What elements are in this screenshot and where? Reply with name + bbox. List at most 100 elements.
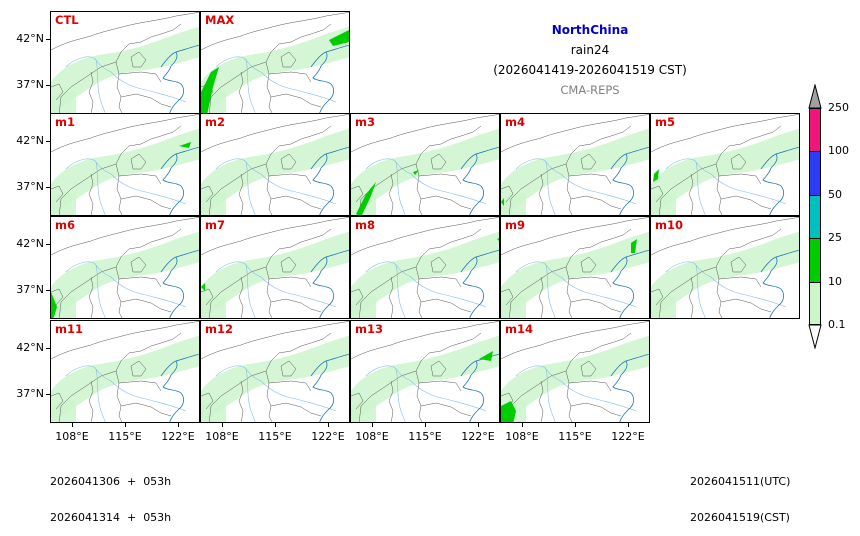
valid-line-utc: 2026041511(UTC)	[690, 475, 791, 488]
x-tick-mark	[72, 423, 73, 427]
y-tick-label: 42°N	[16, 32, 44, 45]
colorbar-segment	[809, 238, 821, 282]
panel-label: m11	[55, 322, 83, 336]
colorbar-over-arrow	[808, 84, 822, 109]
variable-title: rain24	[570, 43, 610, 57]
panel-label: CTL	[55, 13, 79, 27]
colorbar-level-label: 50	[828, 187, 842, 201]
map-basemap	[201, 12, 349, 113]
x-tick-label: 122°E	[611, 430, 645, 443]
y-tick-mark	[46, 348, 50, 349]
x-tick-label: 108°E	[505, 430, 539, 443]
map-panel-m3: m3	[350, 113, 500, 216]
y-tick-label: 37°N	[16, 180, 44, 193]
y-tick-mark	[46, 39, 50, 40]
panel-label: m4	[505, 115, 525, 129]
map-panel-m8: m8	[350, 216, 500, 319]
map-basemap	[51, 321, 199, 422]
y-tick-mark	[46, 85, 50, 86]
x-tick-label: 122°E	[161, 430, 195, 443]
x-tick-mark	[275, 423, 276, 427]
y-tick-mark	[46, 394, 50, 395]
panel-label: m8	[355, 218, 375, 232]
map-basemap	[351, 217, 499, 318]
panel-label: m13	[355, 322, 383, 336]
panel-label: m6	[55, 218, 75, 232]
panel-label: m5	[655, 115, 675, 129]
x-tick-label: 115°E	[258, 430, 292, 443]
panel-label: m14	[505, 322, 533, 336]
map-panel-max: MAX	[200, 11, 350, 114]
map-panel-ctl: CTL	[50, 11, 200, 114]
period-title: (2026041419-2026041519 CST)	[493, 63, 687, 77]
map-basemap	[201, 114, 349, 215]
colorbar-segment	[809, 194, 821, 239]
map-panel-m12: m12	[200, 320, 350, 423]
init-line-2: 2026041314 + 053h	[50, 511, 172, 524]
panel-label: MAX	[205, 13, 235, 27]
x-tick-mark	[425, 423, 426, 427]
panel-label: m1	[55, 115, 75, 129]
colorbar-level-label: 0.1	[828, 318, 846, 331]
x-tick-label: 108°E	[55, 430, 89, 443]
x-tick-mark	[522, 423, 523, 427]
x-tick-mark	[328, 423, 329, 427]
colorbar-segment	[809, 108, 821, 152]
y-tick-mark	[46, 187, 50, 188]
x-tick-mark	[178, 423, 179, 427]
valid-line-cst: 2026041519(CST)	[690, 511, 790, 524]
map-basemap	[501, 217, 649, 318]
map-basemap	[651, 114, 799, 215]
x-tick-label: 122°E	[311, 430, 345, 443]
region-title: NorthChina	[551, 23, 629, 37]
colorbar-segment	[809, 281, 821, 325]
map-panel-m13: m13	[350, 320, 500, 423]
map-basemap	[351, 114, 499, 215]
x-tick-label: 115°E	[558, 430, 592, 443]
map-panel-m2: m2	[200, 113, 350, 216]
x-tick-label: 122°E	[461, 430, 495, 443]
y-tick-label: 37°N	[16, 387, 44, 400]
x-tick-mark	[575, 423, 576, 427]
x-tick-mark	[222, 423, 223, 427]
panel-label: m7	[205, 218, 225, 232]
map-basemap	[501, 114, 649, 215]
panel-label: m2	[205, 115, 225, 129]
map-panel-m1: m1	[50, 113, 200, 216]
map-basemap	[51, 217, 199, 318]
map-basemap	[51, 12, 199, 113]
x-tick-label: 108°E	[205, 430, 239, 443]
init-line-1: 2026041306 + 053h	[50, 475, 172, 488]
y-tick-label: 37°N	[16, 78, 44, 91]
x-tick-label: 115°E	[108, 430, 142, 443]
x-tick-mark	[628, 423, 629, 427]
map-panel-m14: m14	[500, 320, 650, 423]
map-panel-m5: m5	[650, 113, 800, 216]
y-tick-label: 37°N	[16, 283, 44, 296]
x-tick-mark	[125, 423, 126, 427]
colorbar-under-arrow	[808, 324, 822, 349]
x-tick-mark	[478, 423, 479, 427]
map-panel-m4: m4	[500, 113, 650, 216]
map-basemap	[651, 217, 799, 318]
valid-time-info: 2026041511(UTC) 2026041519(CST)	[690, 452, 790, 536]
panel-label: m3	[355, 115, 375, 129]
map-panel-m7: m7	[200, 216, 350, 319]
title-block: NorthChina rain24 (2026041419-2026041519…	[440, 20, 740, 100]
colorbar-level-label: 25	[828, 231, 842, 245]
colorbar-level-label: 250	[828, 101, 849, 114]
y-tick-label: 42°N	[16, 134, 44, 147]
y-tick-label: 42°N	[16, 237, 44, 250]
map-basemap	[501, 321, 649, 422]
y-tick-mark	[46, 290, 50, 291]
x-tick-label: 115°E	[408, 430, 442, 443]
map-panel-m10: m10	[650, 216, 800, 319]
map-panel-m6: m6	[50, 216, 200, 319]
panel-label: m12	[205, 322, 233, 336]
map-basemap	[201, 321, 349, 422]
x-tick-label: 108°E	[355, 430, 389, 443]
colorbar-segment	[809, 151, 821, 195]
map-panel-m9: m9	[500, 216, 650, 319]
panel-label: m9	[505, 218, 525, 232]
x-tick-mark	[372, 423, 373, 427]
